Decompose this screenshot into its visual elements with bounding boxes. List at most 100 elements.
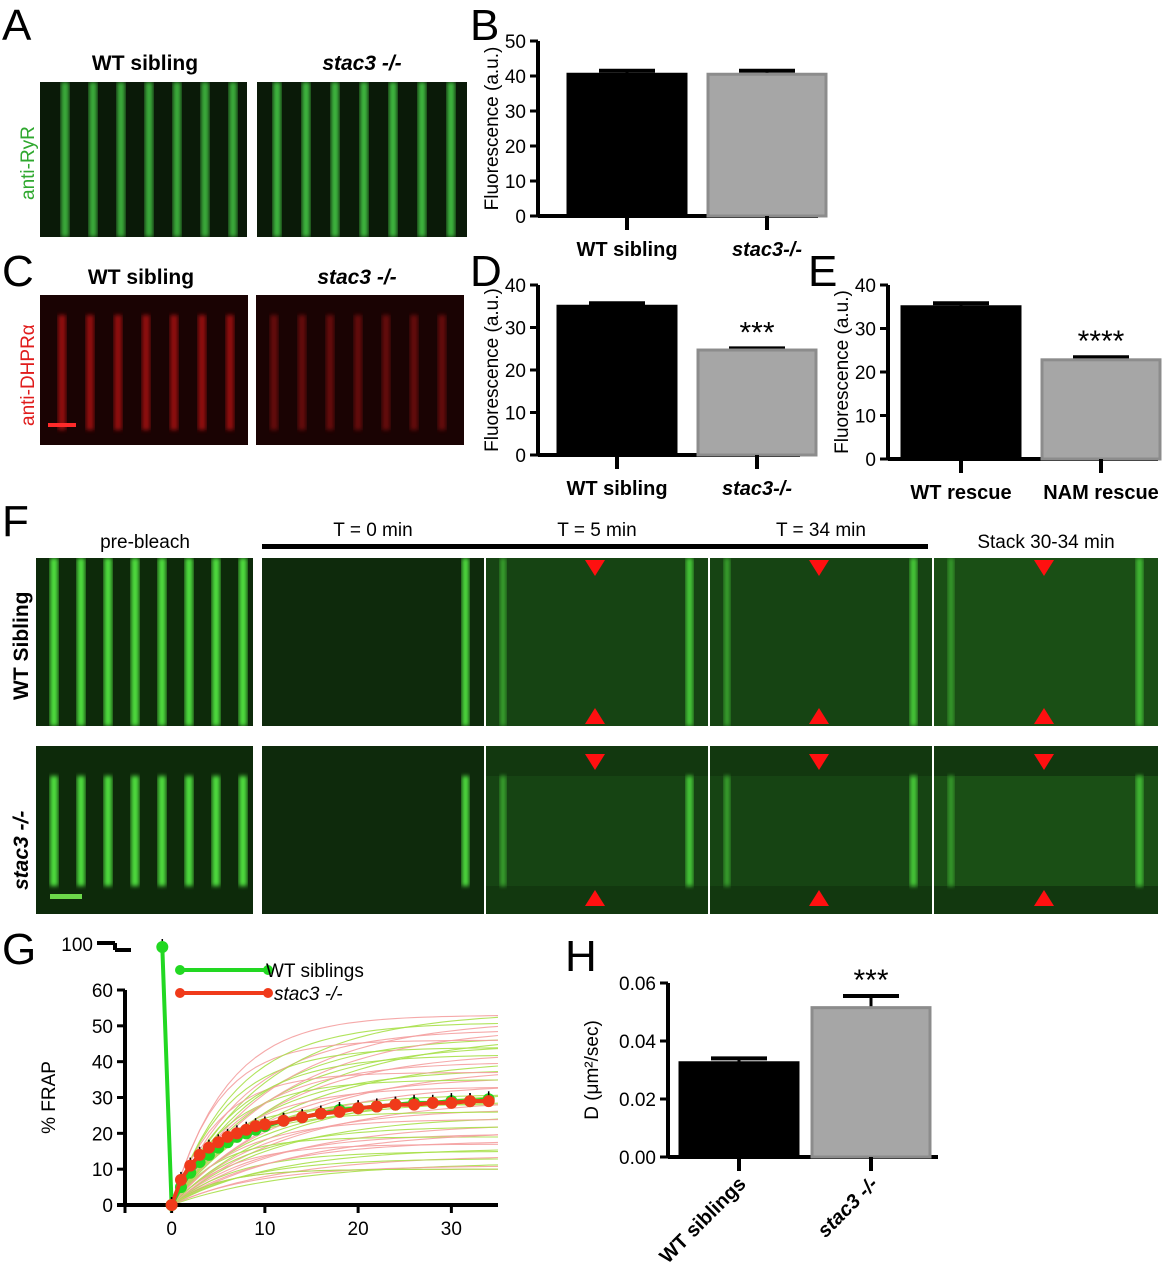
trace <box>171 1136 498 1206</box>
panel-letter-c: C <box>2 247 34 296</box>
panel-c-label-stac3: stac3 -/- <box>317 266 397 289</box>
y-tick-label: 40 <box>505 276 526 297</box>
stripe <box>447 82 455 237</box>
stripe <box>686 776 693 886</box>
panel-letter-d: D <box>470 247 502 296</box>
f-header-t0: T = 0 min <box>333 520 413 541</box>
f-image-content <box>50 776 247 899</box>
y-tick-label: 50 <box>92 1017 113 1038</box>
trace <box>171 1022 499 1206</box>
legend-marker <box>263 965 273 975</box>
recovered-fluorescence <box>486 776 708 886</box>
stripe <box>77 558 85 726</box>
y-tick-label: 30 <box>505 102 526 123</box>
trace <box>171 1134 499 1206</box>
x-category-label: WT sibling <box>566 478 667 500</box>
panel-letter-e: E <box>808 247 838 296</box>
y-tick-label: 0 <box>515 207 526 228</box>
panel-a-stac3-stripes <box>273 82 455 237</box>
arrowhead-bottom <box>585 708 605 724</box>
legend-marker <box>175 965 185 975</box>
y-tick-label: 20 <box>855 363 876 384</box>
stripe <box>185 776 193 886</box>
stripe <box>89 82 97 237</box>
panel-letter-h: H <box>565 932 597 981</box>
x-tick-label: 30 <box>441 1219 462 1240</box>
stripe <box>462 776 469 886</box>
f-header-t5: T = 5 min <box>557 520 637 541</box>
stripe <box>382 315 390 430</box>
data-point <box>240 1123 253 1136</box>
x-tick-label: 0 <box>166 1219 177 1240</box>
f-image-content <box>710 558 932 726</box>
y-tick-label: 60 <box>92 981 113 1002</box>
bar-1 <box>900 305 1022 461</box>
f-image-content <box>486 754 708 906</box>
trace <box>171 1015 499 1206</box>
x-category-label: stac3-/- <box>732 239 802 261</box>
f-image-r0-c4 <box>934 558 1158 726</box>
f-header-stack: Stack 30-34 min <box>977 532 1115 553</box>
stripe <box>1136 776 1143 886</box>
stripe <box>131 558 139 726</box>
x-tick-label: 20 <box>348 1219 369 1240</box>
data-point <box>230 1127 243 1140</box>
y-tick-label: 0 <box>515 446 526 467</box>
data-point <box>464 1095 477 1108</box>
panel-c-stac3-image <box>256 295 464 445</box>
f-image-content <box>462 558 469 726</box>
data-point <box>165 1199 178 1211</box>
y-tick-label: 0.02 <box>619 1090 656 1111</box>
stripe <box>50 558 58 726</box>
stripe <box>948 776 954 886</box>
recovered-fluorescence <box>710 776 932 886</box>
x-category-label: WT rescue <box>910 482 1011 504</box>
y-tick-label: 40 <box>92 1053 113 1074</box>
x-category-label: stac3-/- <box>722 478 792 500</box>
panel-a-wt-image <box>40 82 247 237</box>
trace <box>171 1168 498 1206</box>
data-point <box>249 1120 262 1133</box>
data-point <box>296 1111 309 1124</box>
x-category-label: stac3 -/- <box>814 1173 883 1242</box>
panel-c-wt-image <box>40 295 248 445</box>
data-point <box>370 1100 383 1113</box>
f-image-r0-c0 <box>36 558 253 726</box>
stripe <box>948 558 954 726</box>
f-image-r1-c4 <box>934 746 1158 914</box>
panel-c-label-wt: WT sibling <box>87 266 195 289</box>
recovered-fluorescence <box>934 776 1158 886</box>
stripe <box>226 315 234 430</box>
stripe <box>61 82 69 237</box>
arrowhead-bottom <box>809 708 829 724</box>
panel-a-stain-label: anti-RyR <box>18 126 39 200</box>
stripe <box>724 558 730 726</box>
arrowhead-top <box>1034 560 1054 576</box>
trace <box>171 1134 499 1206</box>
scale-bar <box>48 423 76 427</box>
y-tick-label: 10 <box>505 172 526 193</box>
y-axis-label: Fluorescence (a.u.) <box>482 288 503 452</box>
data-point <box>352 1102 365 1115</box>
stripe <box>158 558 166 726</box>
data-point <box>221 1130 234 1143</box>
stripe <box>239 558 247 726</box>
stripe <box>117 82 125 237</box>
data-point <box>482 1095 495 1108</box>
trace <box>171 1039 499 1206</box>
bar-2 <box>706 72 828 218</box>
trace <box>171 1062 499 1206</box>
arrowhead-top <box>809 754 829 770</box>
stripe <box>298 315 306 430</box>
panel-letter-b: B <box>470 1 500 50</box>
stripe <box>173 82 181 237</box>
x-category-label: NAM rescue <box>1043 482 1159 504</box>
stripe <box>58 315 66 430</box>
stripe <box>239 776 247 886</box>
stripe <box>104 558 112 726</box>
stripe <box>212 558 220 726</box>
panel-a-label-stac3: stac3 -/- <box>322 52 402 75</box>
x-category-label: WT sibling <box>576 239 677 261</box>
data-point <box>212 1136 225 1149</box>
